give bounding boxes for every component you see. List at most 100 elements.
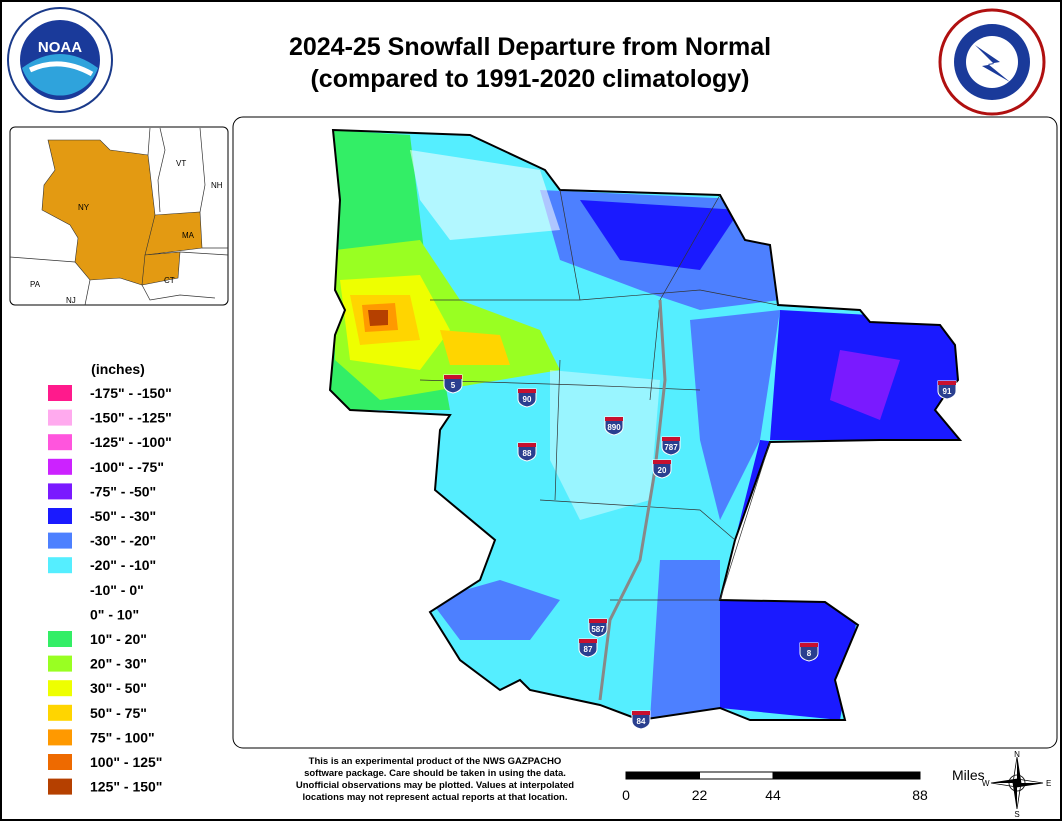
county-lines	[419, 189, 779, 601]
legend-label: -100" - -75"	[90, 459, 164, 475]
disclaimer-line: Unofficial observations may be plotted. …	[296, 780, 574, 791]
legend-swatch	[48, 483, 72, 500]
title: 2024-25 Snowfall Departure from Normal	[289, 33, 771, 61]
inset-map: VT NH NY MA CT PA NJ	[9, 126, 229, 306]
legend-label: 75" - 100"	[90, 729, 155, 745]
legend-label: 50" - 75"	[90, 705, 147, 721]
scale-segment	[699, 771, 774, 780]
legend-swatch	[48, 581, 72, 598]
disclaimer-line: software package. Care should be taken i…	[304, 768, 566, 779]
inset-label: NH	[211, 181, 223, 190]
shield	[588, 618, 608, 638]
disclaimer: This is an experimental product of the N…	[296, 756, 574, 803]
legend-label: 125" - 150"	[90, 779, 162, 795]
inset-label: MA	[182, 231, 195, 240]
scale-tick-label: 88	[912, 787, 928, 803]
shield	[443, 374, 463, 394]
shield	[517, 388, 537, 408]
shield-top	[579, 639, 597, 643]
legend-label: -20" - -10"	[90, 557, 156, 573]
legend-label: -10" - 0"	[90, 582, 144, 598]
shield-number: 90	[523, 395, 532, 404]
legend-label: -125" - -100"	[90, 434, 172, 450]
disclaimer-line: This is an experimental product of the N…	[309, 756, 562, 767]
legend-swatch	[48, 655, 72, 672]
legend-swatch	[48, 532, 72, 549]
legend-label: 30" - 50"	[90, 680, 147, 696]
inset-label: PA	[30, 280, 41, 289]
scale-tick-label: 22	[692, 787, 708, 803]
inset-label: CT	[164, 276, 175, 285]
noaa-logo: NOAA	[7, 7, 113, 113]
compass-s: S	[1014, 810, 1019, 819]
legend-swatch	[48, 631, 72, 647]
legend-label: -150" - -125"	[90, 410, 172, 426]
inset-label: NY	[78, 203, 90, 212]
shield-top	[800, 643, 818, 647]
shield	[604, 416, 624, 436]
shield	[937, 380, 957, 400]
legend-swatch	[48, 409, 72, 426]
scale-bar: Miles 0 22 44 88	[622, 767, 985, 803]
shield-top	[518, 389, 536, 393]
shield	[631, 710, 651, 730]
scale-unit: Miles	[952, 767, 985, 783]
legend-swatch	[48, 704, 72, 721]
river	[598, 299, 667, 701]
shield	[578, 638, 598, 658]
shield-top	[444, 375, 462, 379]
legend-swatch	[48, 385, 72, 401]
inset-label: VT	[176, 159, 186, 168]
compass-rose: N E S W	[982, 750, 1051, 819]
scale-tick-label: 44	[765, 787, 781, 803]
shield-number: 8	[807, 649, 812, 658]
legend-swatch	[48, 557, 72, 574]
shield-top	[605, 417, 623, 421]
shield	[799, 642, 819, 662]
legend-swatch	[48, 680, 72, 697]
legend-swatch	[48, 729, 72, 746]
legend-label: -50" - -30"	[90, 508, 156, 524]
shield	[517, 442, 537, 462]
compass-w: W	[982, 779, 990, 788]
legend-swatch	[48, 606, 72, 623]
legend-label: 10" - 20"	[90, 631, 147, 647]
shield-top	[632, 711, 650, 715]
legend-label: 20" - 30"	[90, 656, 147, 672]
shield-top	[589, 619, 607, 623]
compass-e: E	[1046, 779, 1051, 788]
legend: (inches) -175" - -150" -150" - -125" -125"…	[48, 361, 172, 795]
scale-tick-label: 0	[622, 787, 630, 803]
shield-number: 87	[584, 645, 593, 654]
disclaimer-line: locations may not represent actual repor…	[302, 792, 567, 803]
shield-number: 20	[658, 466, 667, 475]
scale-segment	[625, 771, 700, 780]
shield-number: 88	[523, 449, 532, 458]
inset-label: NJ	[66, 296, 76, 305]
shield-number: 84	[637, 717, 646, 726]
legend-swatch	[48, 778, 72, 795]
shield-number: 5	[451, 381, 456, 390]
legend-swatch	[48, 458, 72, 475]
shield-number: 787	[664, 443, 678, 452]
noaa-text: NOAA	[38, 39, 82, 56]
shield-number: 91	[943, 387, 952, 396]
subtitle: (compared to 1991-2020 climatology)	[310, 65, 749, 93]
legend-label: -175" - -150"	[90, 385, 172, 401]
legend-label: -30" - -20"	[90, 533, 156, 549]
shield-top	[662, 437, 680, 441]
legend-swatch	[48, 754, 72, 770]
shield-top	[653, 460, 671, 464]
legend-swatch	[48, 434, 72, 451]
legend-title: (inches)	[91, 361, 145, 377]
shield-number: 587	[591, 625, 605, 634]
shield-top	[938, 381, 956, 385]
nws-logo	[938, 8, 1046, 116]
legend-label: -75" - -50"	[90, 483, 156, 499]
shield	[652, 459, 672, 479]
shield	[661, 436, 681, 456]
scale-segment	[772, 771, 921, 780]
legend-swatch	[48, 508, 72, 524]
compass-n: N	[1014, 750, 1020, 759]
